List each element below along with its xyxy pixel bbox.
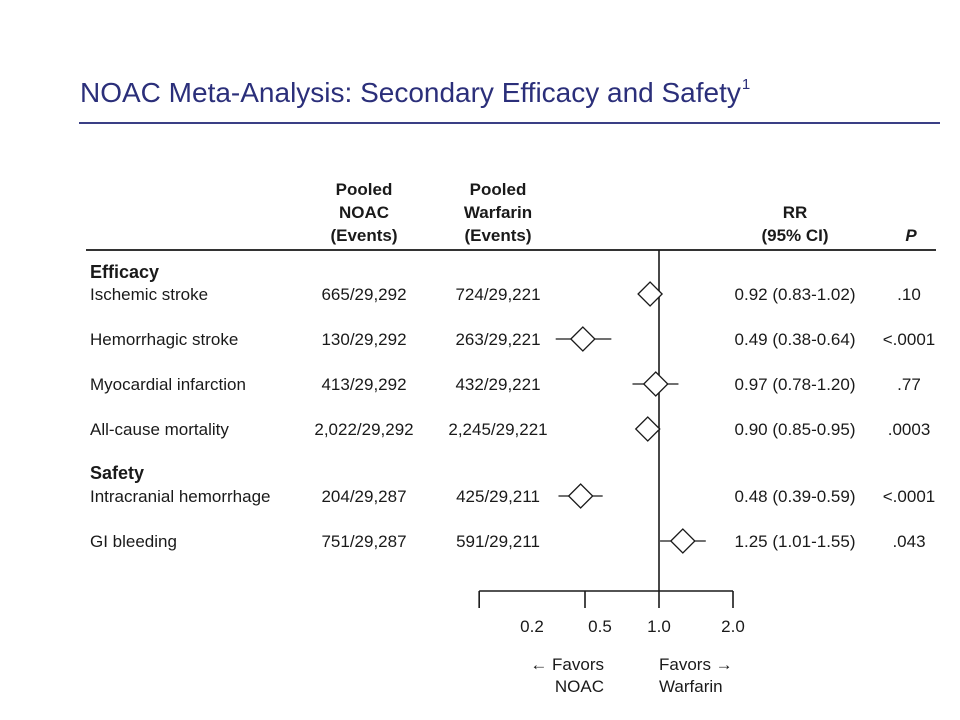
favors-warfarin-label: Favors → Warfarin [659,654,733,698]
header-rr-line: (95% CI) [761,226,829,245]
rr-ci: 0.92 (0.83-1.02) [734,285,856,304]
rr-diamond-marker [637,281,664,307]
rr-ci: 0.48 (0.39-0.59) [734,487,856,506]
title-footnote-ref: 1 [741,76,751,93]
row-label: GI bleeding [90,532,177,551]
warfarin-events: 263/29,221 [455,330,541,349]
favors-warfarin-line: Warfarin [659,677,723,696]
p-value: .0003 [887,420,931,439]
rr-diamond-marker [634,416,661,442]
rr-ci: 1.25 (1.01-1.55) [734,532,856,551]
noac-events: 751/29,287 [321,532,407,551]
axis-tick-label: 0.5 [588,617,612,636]
header-warfarin: Pooled Warfarin (Events) [464,178,532,247]
row-label: Hemorrhagic stroke [90,330,239,349]
noac-events: 665/29,292 [321,285,407,304]
noac-events: 204/29,287 [321,487,407,506]
p-value: .10 [897,285,921,304]
section-heading-efficacy: Efficacy [90,262,160,282]
warfarin-events: 432/29,221 [455,375,541,394]
warfarin-events: 425/29,211 [456,487,540,506]
rr-diamond-marker [569,326,596,352]
rr-ci: 0.97 (0.78-1.20) [734,375,856,394]
row-label: Myocardial infarction [90,375,246,394]
title-divider [79,122,940,124]
header-divider [86,249,936,251]
row-label: Intracranial hemorrhage [90,487,271,506]
axis-tick-label: 2.0 [721,617,745,636]
p-value: .043 [892,532,926,551]
warfarin-events: 591/29,211 [456,532,540,551]
section-heading-safety: Safety [90,463,145,483]
header-noac-line: NOAC [338,203,390,222]
header-p-label: P [905,226,917,245]
header-rr-line: RR [782,203,808,222]
p-value: .77 [897,375,921,394]
rr-diamond-marker [567,483,594,509]
row-label: Ischemic stroke [90,285,209,304]
rr-ci: 0.90 (0.85-0.95) [734,420,856,439]
header-warfarin-line: Pooled [469,180,527,199]
axis-tick-label: 0.2 [520,617,544,636]
page-title: NOAC Meta-Analysis: Secondary Efficacy a… [80,76,751,108]
rr-diamond-marker [669,528,696,554]
favors-warfarin-line: Favors → [659,655,733,674]
favors-noac-line: NOAC [554,677,604,696]
noac-events: 413/29,292 [321,375,407,394]
header-p: P [905,224,916,247]
header-rr: RR (95% CI) [761,201,828,247]
axis-tick-label: 1.0 [647,617,671,636]
header-warfarin-line: (Events) [464,226,532,245]
noac-events: 2,022/29,292 [314,420,414,439]
warfarin-events: 2,245/29,221 [448,420,548,439]
rr-ci: 0.49 (0.38-0.64) [734,330,856,349]
header-warfarin-line: Warfarin [463,203,533,222]
p-value: <.0001 [882,487,936,506]
favors-noac-label: ← Favors NOAC [530,654,604,698]
p-value: <.0001 [882,330,936,349]
warfarin-events: 724/29,221 [455,285,541,304]
header-noac-line: Pooled [335,180,393,199]
rr-diamond-marker [642,371,669,397]
header-noac: Pooled NOAC (Events) [330,178,397,247]
noac-events: 130/29,292 [321,330,407,349]
favors-noac-line: ← Favors [530,655,604,674]
header-noac-line: (Events) [330,226,398,245]
row-label: All-cause mortality [90,420,229,439]
